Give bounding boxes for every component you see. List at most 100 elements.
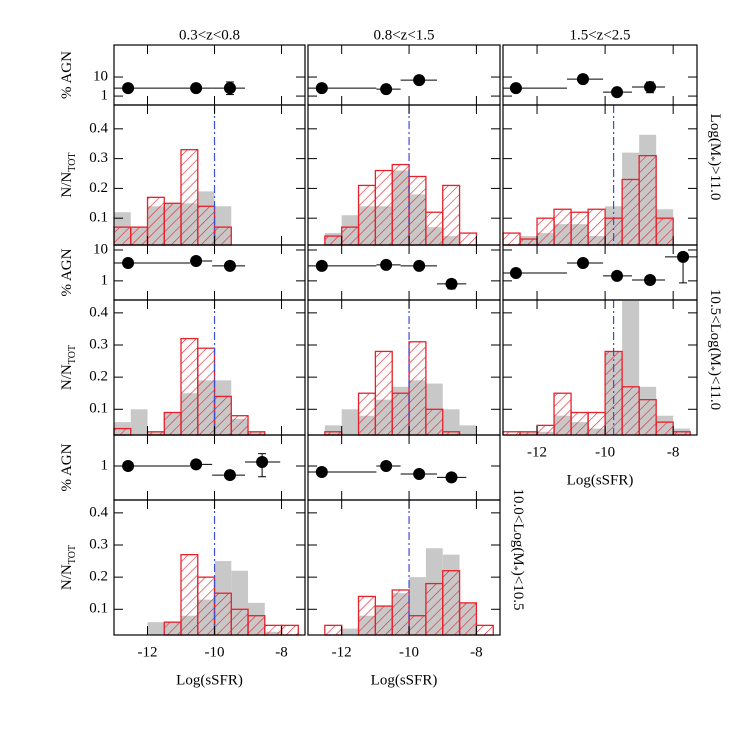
hatched-bar [536, 217, 555, 246]
hatched-bar [146, 196, 165, 246]
hatched-bar [357, 595, 377, 636]
x-tick-label: -12 [527, 444, 547, 460]
hatched-bar [213, 226, 232, 246]
panel-frame [502, 44, 698, 106]
panel: 0.1 0.2 0.3 0.4 N/NTOT [59, 299, 306, 436]
hatched-bar [264, 624, 283, 636]
hatched-bar [374, 350, 393, 436]
hatched-bar [553, 392, 572, 436]
panel [307, 244, 501, 301]
hatched-bar [163, 202, 182, 246]
hatched-bar [425, 211, 444, 246]
point [611, 269, 624, 282]
point [315, 82, 328, 95]
panel: 1.5<z<2.5 [502, 27, 698, 106]
row-label-part: )<11.0 [707, 371, 723, 410]
hatched-bar [213, 592, 232, 636]
hatched-bar [197, 205, 216, 246]
panel-frame [502, 299, 698, 436]
y-axis-label: % AGN [59, 51, 75, 99]
x-tick-label: -8 [667, 444, 680, 460]
x-tick-label: -8 [275, 644, 288, 660]
hatched-bar [113, 427, 132, 436]
panel-frame [307, 499, 501, 636]
hatched-bar [130, 226, 149, 246]
y-axis-label-text: % AGN [59, 443, 75, 491]
hatched-bar [374, 169, 393, 246]
y-tick-label: 1 [101, 88, 109, 104]
x-tick-label: -10 [205, 644, 225, 660]
y-tick-label: 0.2 [89, 369, 108, 385]
hatched-bar [425, 408, 444, 436]
hatched-bar [324, 235, 343, 246]
y-tick-label: 1 [101, 272, 109, 288]
y-tick-label: 0.2 [89, 180, 108, 196]
y-tick-label: 0.3 [89, 536, 108, 552]
panel-frame [113, 434, 306, 501]
hatched-bar [341, 226, 360, 246]
y-axis-label-text: N/N [59, 564, 75, 590]
point [576, 73, 589, 86]
point [190, 458, 203, 471]
y-axis-label-text: % AGN [59, 51, 75, 99]
point [122, 82, 135, 95]
y-tick-label: 0.4 [89, 304, 108, 320]
y-axis-label: N/NTOT [59, 152, 78, 197]
hatched-bar [536, 424, 555, 436]
row-label: 10.5<Log(M*)<11.0 [705, 289, 723, 410]
hatched-bar [408, 175, 427, 246]
hatched-bar [655, 217, 674, 246]
hatched-bar [442, 570, 461, 636]
panel: 1 10 0.3<z<0.8 % AGN [59, 27, 306, 106]
hatched-bar [621, 178, 640, 246]
hatched-bar [458, 232, 478, 246]
panel-frame [113, 44, 306, 106]
panel: 1 % AGN [59, 434, 306, 501]
hatched-bar [357, 184, 377, 246]
hatched-bar [180, 553, 199, 636]
point [644, 80, 657, 93]
panel-frame [113, 244, 306, 301]
x-axis-label: Log(sSFR) [371, 672, 438, 688]
panel: 0.8<z<1.5 [307, 27, 501, 106]
point [122, 459, 135, 472]
hatched-bar [655, 421, 674, 436]
y-tick-label: 0.3 [89, 150, 108, 166]
y-axis-label-sub: TOT [67, 545, 78, 564]
y-tick-label: 10 [93, 241, 108, 257]
y-axis-label-sub: TOT [67, 345, 78, 364]
panel [502, 244, 698, 301]
y-tick-label: 0.2 [89, 569, 108, 585]
y-tick-label: 0.4 [89, 120, 108, 136]
y-axis-label-sub: TOT [67, 152, 78, 171]
point [315, 259, 328, 272]
row-label-part: 10.5<Log(M [707, 289, 723, 366]
row-label-part: Log(M [707, 114, 723, 157]
x-axis-label: Log(sSFR) [176, 672, 243, 688]
panel [307, 299, 501, 436]
hatched-bar [408, 341, 427, 436]
point [380, 258, 393, 271]
column-title: 0.8<z<1.5 [373, 27, 434, 43]
y-tick-label: 0.1 [89, 401, 108, 417]
point [644, 273, 657, 286]
row-label: Log(M*)>11.0 [705, 114, 723, 201]
hatched-bar [230, 608, 249, 636]
point [190, 254, 203, 267]
panel: 1 10 % AGN [59, 241, 306, 301]
hatched-bar [247, 615, 266, 636]
point [380, 459, 393, 472]
hatched-bar [230, 415, 249, 436]
point [509, 82, 522, 95]
point [576, 256, 589, 269]
hatched-bar [391, 392, 410, 436]
x-axis-label: Log(sSFR) [567, 472, 634, 488]
row-label-part: * [705, 156, 716, 161]
panel-frame [307, 244, 501, 301]
hatched-bar [621, 386, 640, 436]
hatched-bar [570, 211, 589, 246]
point [611, 86, 624, 99]
point [413, 468, 426, 481]
point [223, 469, 236, 482]
